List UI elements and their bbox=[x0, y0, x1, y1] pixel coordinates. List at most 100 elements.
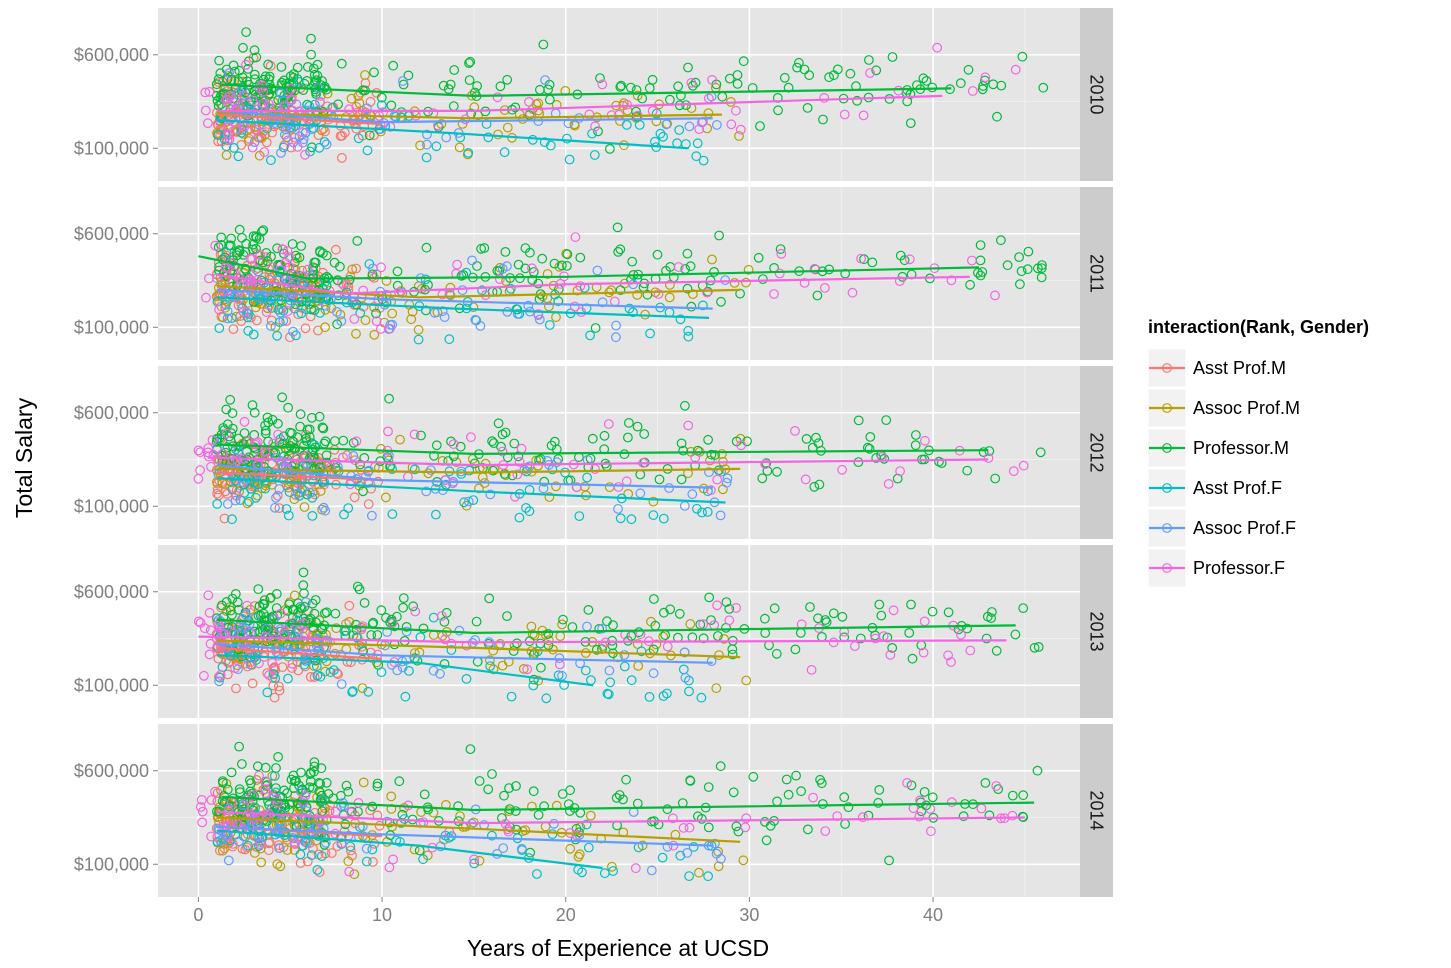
scatter-point bbox=[384, 393, 395, 404]
scatter-point bbox=[352, 581, 363, 592]
scatter-point bbox=[448, 451, 459, 462]
scatter-point bbox=[273, 429, 284, 440]
scatter-point bbox=[946, 275, 957, 286]
scatter-point bbox=[255, 839, 266, 850]
scatter-point bbox=[585, 810, 596, 821]
scatter-point bbox=[655, 128, 666, 139]
scatter-point bbox=[308, 623, 319, 633]
scatter-point bbox=[278, 142, 289, 153]
scatter-point bbox=[266, 155, 276, 166]
scatter-point bbox=[302, 489, 313, 500]
scatter-point bbox=[395, 434, 405, 445]
scatter-point bbox=[283, 135, 293, 146]
scatter-point bbox=[488, 465, 498, 476]
scatter-point bbox=[296, 241, 307, 251]
scatter-point bbox=[317, 795, 328, 806]
scatter-point bbox=[990, 473, 1001, 484]
scatter-point bbox=[394, 776, 405, 787]
scatter-point bbox=[792, 62, 802, 73]
scatter-point bbox=[493, 129, 503, 140]
scatter-point bbox=[232, 455, 243, 466]
trend-line bbox=[216, 639, 741, 659]
scatter-point bbox=[876, 610, 887, 621]
scatter-point bbox=[308, 63, 319, 74]
scatter-point bbox=[213, 74, 224, 85]
scatter-point bbox=[228, 324, 239, 335]
scatter-point bbox=[921, 75, 932, 86]
scatter-point bbox=[318, 123, 329, 134]
trend-line bbox=[216, 113, 383, 126]
scatter-point bbox=[369, 302, 379, 312]
trend-line bbox=[216, 643, 713, 664]
scatter-point bbox=[800, 474, 811, 485]
scatter-point bbox=[500, 246, 511, 257]
scatter-point bbox=[435, 668, 445, 679]
scatter-point bbox=[315, 486, 326, 496]
facet-strip bbox=[1080, 8, 1113, 181]
scatter-point bbox=[247, 790, 258, 801]
scatter-point bbox=[260, 784, 271, 795]
scatter-point bbox=[272, 243, 283, 254]
scatter-point bbox=[502, 74, 513, 85]
legend-title: interaction(Rank, Gender) bbox=[1148, 317, 1369, 337]
scatter-point bbox=[223, 820, 234, 830]
scatter-point bbox=[221, 247, 232, 258]
scatter-point bbox=[268, 680, 279, 691]
scatter-point bbox=[257, 257, 268, 268]
scatter-point bbox=[565, 806, 575, 816]
scatter-point bbox=[257, 226, 267, 237]
scatter-point bbox=[312, 865, 323, 875]
scatter-point bbox=[329, 665, 339, 675]
scatter-point bbox=[275, 861, 286, 872]
scatter-point bbox=[297, 785, 308, 796]
scatter-point bbox=[409, 429, 420, 440]
scatter-point bbox=[320, 322, 331, 333]
scatter-point bbox=[196, 795, 207, 805]
scatter-point bbox=[428, 665, 439, 676]
scatter-point bbox=[731, 105, 741, 116]
scatter-point bbox=[615, 244, 626, 255]
scatter-point bbox=[523, 300, 534, 311]
scatter-point bbox=[212, 629, 223, 640]
scatter-point bbox=[215, 117, 226, 128]
scatter-point bbox=[246, 281, 257, 291]
scatter-point bbox=[724, 615, 735, 626]
facet-panels: $100,000 $600,000 2010 $100,000 $600,000 2011… bbox=[74, 8, 1113, 897]
scatter-point bbox=[537, 291, 548, 302]
scatter-point bbox=[651, 116, 662, 127]
x-tick-label: 10 bbox=[372, 905, 392, 925]
scatter-point bbox=[982, 611, 993, 622]
scatter-point bbox=[387, 308, 398, 319]
scatter-point bbox=[527, 134, 538, 145]
scatter-point bbox=[605, 677, 616, 688]
scatter-point bbox=[790, 644, 801, 655]
scatter-point bbox=[975, 270, 986, 281]
scatter-point bbox=[757, 473, 768, 484]
scatter-point bbox=[533, 810, 544, 820]
scatter-point bbox=[469, 854, 480, 865]
scatter-point bbox=[236, 801, 247, 812]
scatter-point bbox=[858, 110, 869, 121]
scatter-point bbox=[463, 147, 474, 158]
trend-line bbox=[216, 816, 741, 843]
scatter-point bbox=[466, 432, 476, 443]
scatter-point bbox=[733, 826, 744, 837]
scatter-point bbox=[212, 499, 223, 509]
scatter-point bbox=[216, 232, 227, 243]
scatter-point bbox=[231, 311, 242, 322]
scatter-point bbox=[499, 790, 509, 801]
scatter-point bbox=[809, 481, 820, 492]
y-tick-label: $100,000 bbox=[74, 675, 149, 695]
scatter-point bbox=[315, 462, 325, 473]
scatter-point bbox=[289, 839, 300, 849]
scatter-point bbox=[245, 778, 256, 789]
scatter-point bbox=[295, 409, 306, 420]
scatter-point bbox=[256, 131, 266, 142]
legend-entries: Asst Prof.M Assoc Prof.M Professor.M Asst P… bbox=[1147, 348, 1300, 588]
scatter-point bbox=[195, 618, 206, 628]
scatter-point bbox=[464, 58, 474, 68]
scatter-point bbox=[320, 436, 331, 447]
scatter-point bbox=[216, 785, 226, 796]
scatter-point bbox=[856, 253, 866, 264]
scatter-point bbox=[611, 793, 622, 803]
